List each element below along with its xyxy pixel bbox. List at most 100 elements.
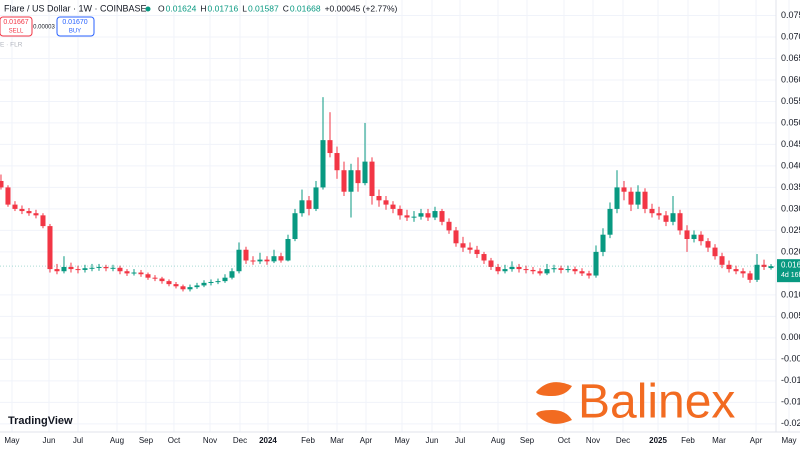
candle-body	[250, 260, 256, 262]
watermark: Balinex	[578, 376, 735, 429]
candle-body	[61, 266, 67, 272]
y-tick-label: 0.0200	[781, 246, 800, 256]
x-tick-label: 2025	[649, 436, 667, 445]
y-tick-label: 0.0350	[781, 182, 800, 192]
candle-body	[138, 272, 144, 275]
candle-body	[75, 269, 81, 271]
x-tick-label: Mar	[330, 436, 344, 445]
x-tick-label: Nov	[586, 436, 600, 445]
candle-body	[586, 273, 592, 276]
candle-body	[530, 269, 536, 272]
candle-body	[68, 266, 74, 270]
buy-button[interactable]	[56, 16, 95, 37]
y-tick-label: 0.0050	[781, 311, 800, 321]
ohlc-legend: O 0.01624 H 0.01716 L 0.01587 C 0.01668	[158, 3, 321, 13]
candle-body	[565, 269, 571, 271]
candle-body	[446, 221, 452, 231]
candle-body	[411, 216, 417, 218]
candle-body	[635, 191, 641, 205]
x-tick-label: Sep	[139, 436, 154, 445]
countdown: 4d 16h	[781, 272, 800, 279]
y-tick-label: -0.0050	[781, 354, 800, 364]
candle-body	[40, 215, 46, 227]
candle-body	[544, 269, 550, 274]
candle-body	[397, 208, 403, 216]
candle-body	[488, 260, 494, 267]
candle-body	[243, 249, 249, 261]
candle-body	[0, 180, 4, 188]
candle-body	[208, 281, 214, 283]
candle-body	[726, 264, 732, 270]
candle-body	[117, 267, 123, 272]
buy-label: BUY	[69, 29, 81, 35]
candle-body	[110, 267, 116, 269]
candle-body	[761, 264, 767, 267]
last-price-label: 0.01668	[781, 260, 800, 269]
candle-body	[334, 153, 340, 171]
candle-body	[215, 281, 221, 283]
sell-label: SELL	[9, 29, 24, 35]
candle-body	[5, 187, 11, 205]
candle-body	[670, 213, 676, 222]
candle-body	[180, 286, 186, 290]
x-tick-label: Feb	[301, 436, 315, 445]
candle-body	[194, 285, 200, 288]
x-tick-label: Jun	[43, 436, 56, 445]
candle-body	[663, 215, 669, 222]
candle-body	[103, 266, 109, 269]
legend-key: L	[242, 3, 247, 13]
candle-body	[607, 208, 613, 235]
legend-key: H	[200, 3, 206, 13]
candle-body	[677, 213, 683, 231]
legend-value: 0.01587	[248, 3, 279, 13]
x-tick-label: Oct	[558, 436, 571, 445]
y-tick-label: 0.0750	[781, 10, 800, 20]
candle-body	[460, 243, 466, 248]
candle-body	[257, 259, 263, 262]
candle-body	[292, 213, 298, 239]
candle-body	[516, 266, 522, 270]
candle-body	[712, 247, 718, 257]
x-tick-label: Dec	[233, 436, 247, 445]
y-tick-label: 0.0550	[781, 96, 800, 106]
candle-body	[740, 271, 746, 274]
sell-button[interactable]	[0, 16, 33, 37]
candle-body	[236, 249, 242, 272]
candle-body	[285, 238, 291, 261]
candle-body	[26, 211, 32, 214]
candle-body	[684, 230, 690, 239]
sell-price: 0.01667	[3, 19, 28, 26]
x-tick-label: Aug	[110, 436, 124, 445]
candle-body	[96, 266, 102, 268]
candle-body	[320, 140, 326, 188]
candle-body	[383, 200, 389, 205]
candle-body	[474, 249, 480, 255]
candle-body	[523, 269, 529, 271]
y-tick-label: -0.0100	[781, 375, 800, 385]
legend-key: C	[283, 3, 289, 13]
candle-body	[89, 267, 95, 269]
y-tick-label: 0.0450	[781, 139, 800, 149]
candle-body	[537, 271, 543, 274]
candle-body	[551, 268, 557, 270]
x-tick-label: 2024	[259, 436, 277, 445]
logo-shape	[536, 382, 572, 396]
candle-body	[271, 256, 277, 262]
candle-body	[600, 234, 606, 252]
candle-body	[656, 213, 662, 216]
x-tick-label: Apr	[360, 436, 373, 445]
candle-body	[264, 259, 270, 262]
candle-body	[425, 213, 431, 218]
candle-body	[362, 161, 368, 184]
watermark-logo	[536, 382, 572, 424]
x-tick-label: Nov	[203, 436, 217, 445]
axes: 0.0750 0.0700 0.0650 0.0600 0.0550 0.0500 0.04…	[0, 10, 800, 445]
candle-body	[355, 170, 361, 184]
x-tick-label: Dec	[616, 436, 630, 445]
candle-body	[509, 266, 515, 270]
candle-body	[747, 273, 753, 280]
y-tick-label: -0.0200	[781, 418, 800, 428]
candle-body	[628, 191, 634, 205]
x-tick-label: Oct	[168, 436, 181, 445]
